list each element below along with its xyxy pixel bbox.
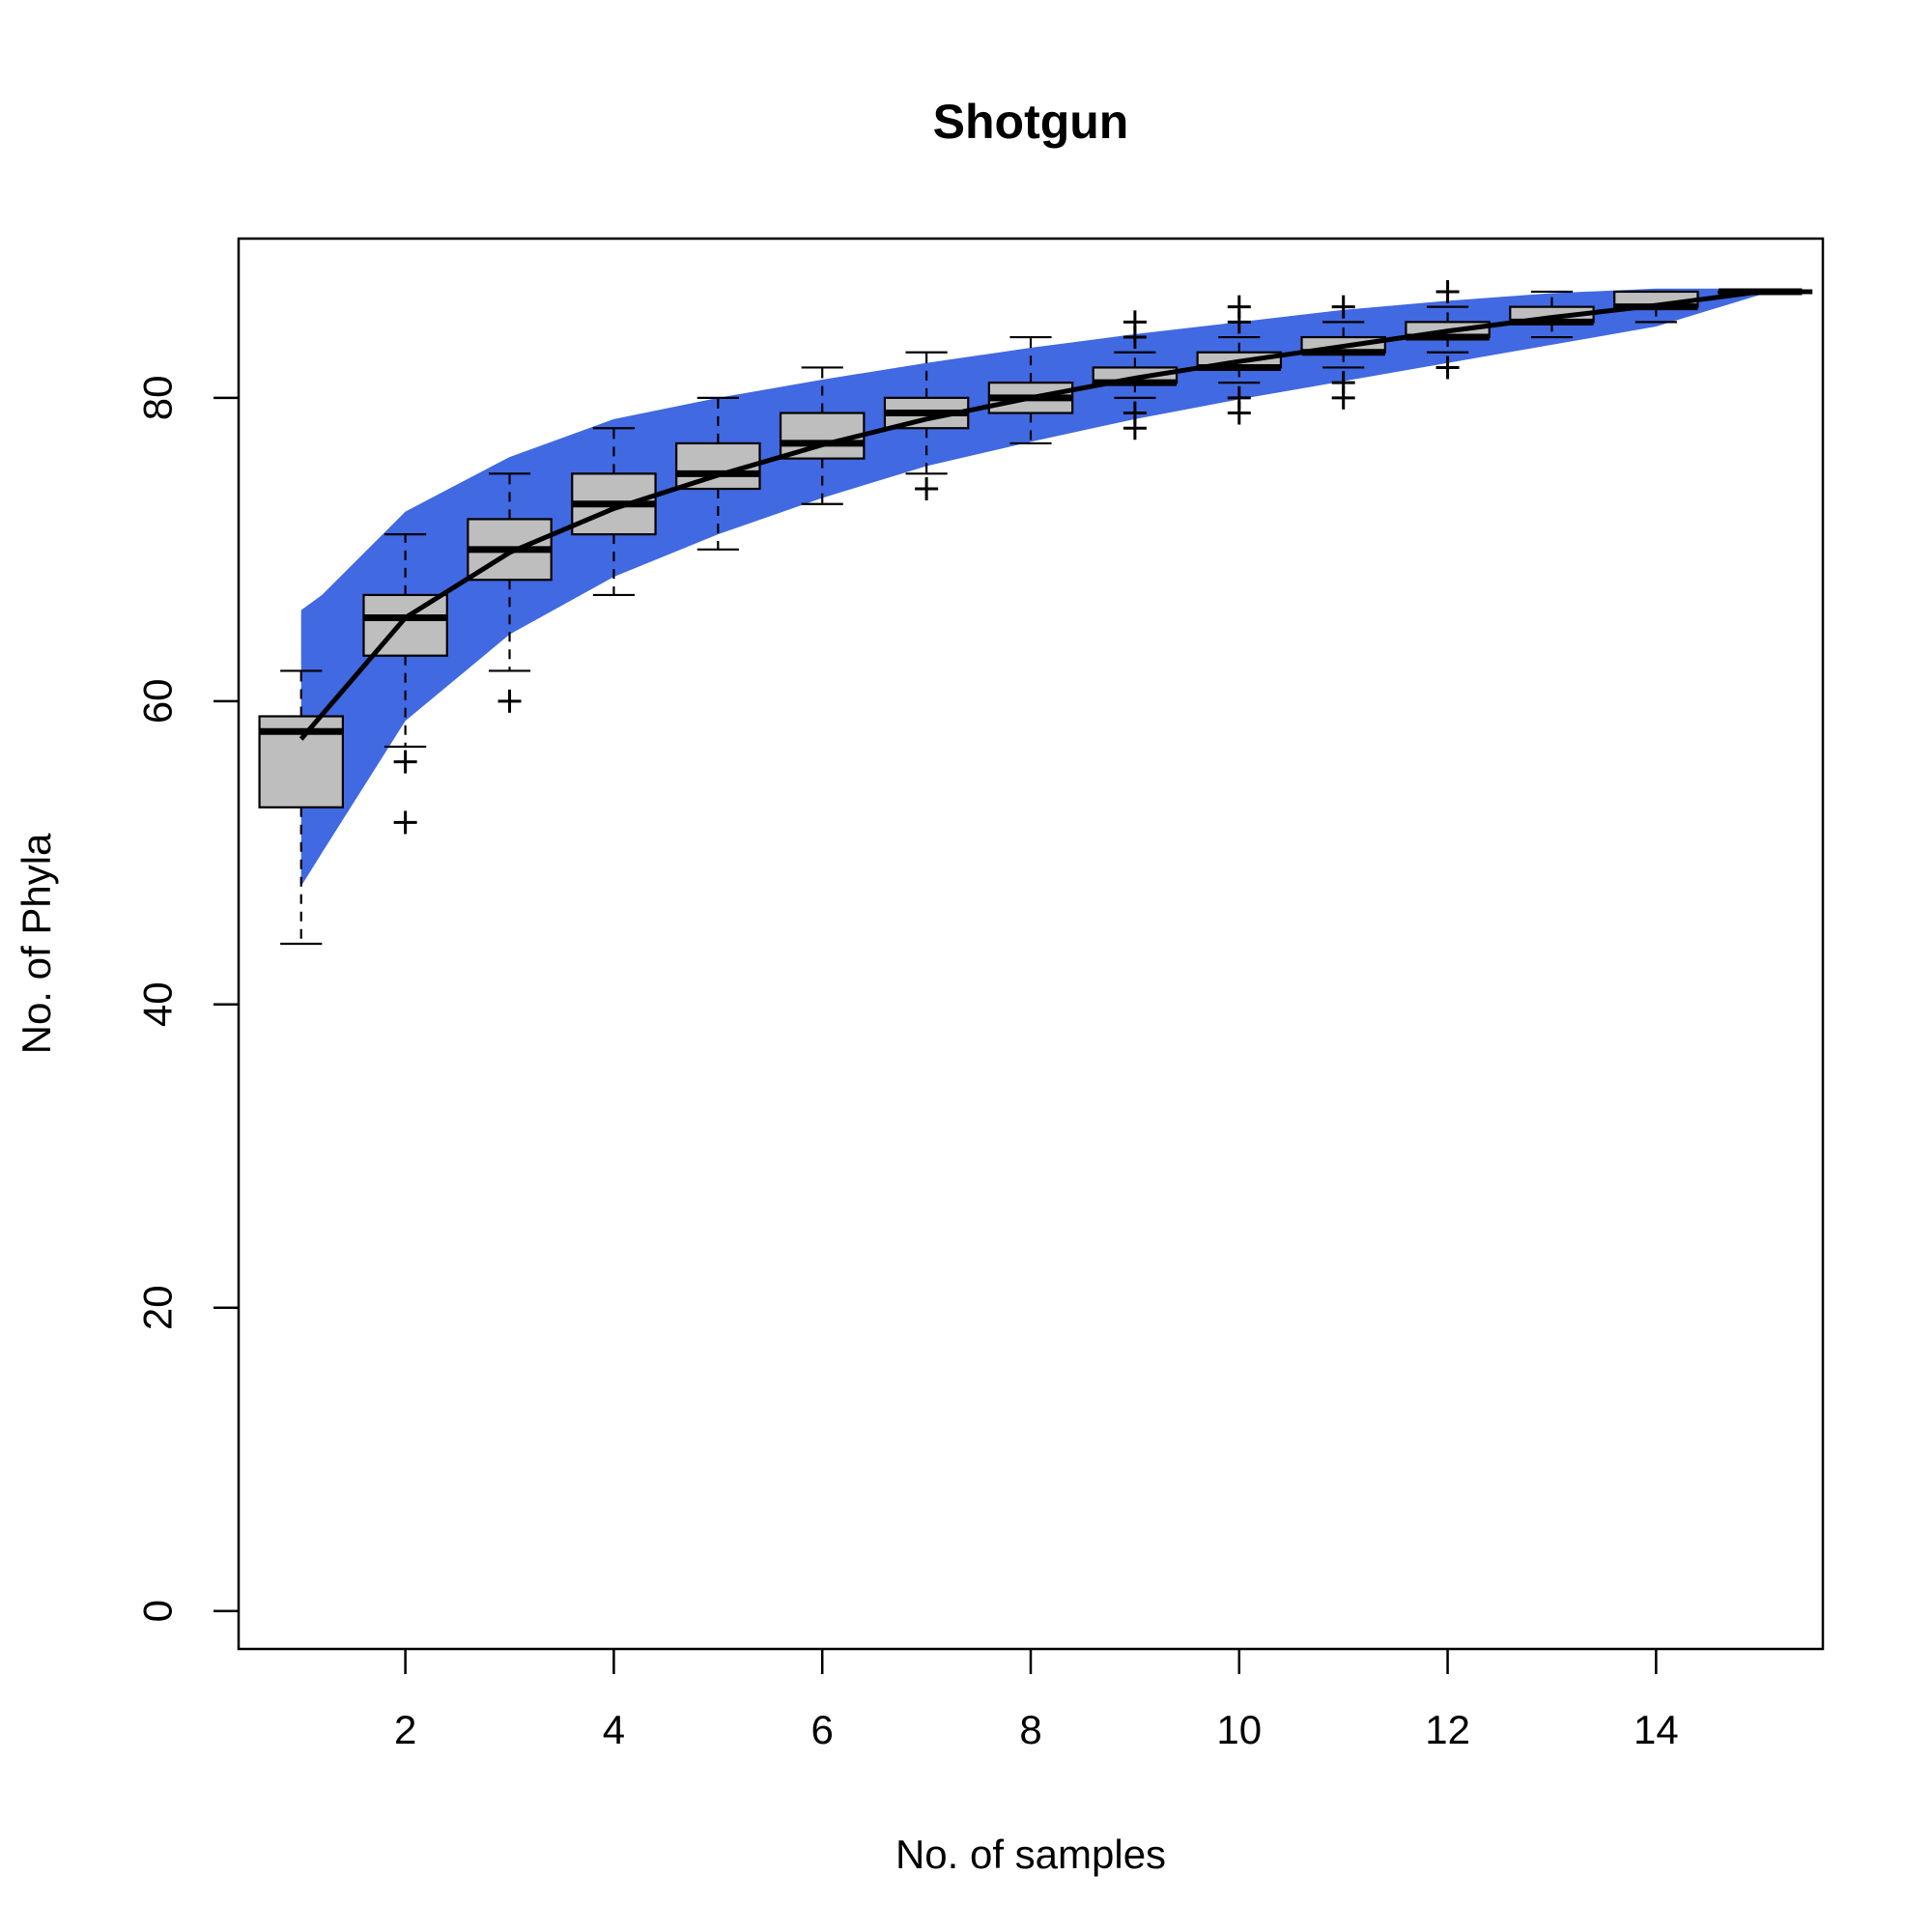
y-axis-label: No. of Phyla	[14, 833, 59, 1054]
outlier-point	[497, 689, 522, 713]
x-tick-label: 12	[1425, 1707, 1470, 1752]
x-axis: 2 4 6 8 10 12 14	[394, 1649, 1679, 1752]
x-tick-label: 6	[811, 1707, 834, 1752]
y-axis: 0 20 40 60 80	[135, 375, 239, 1622]
box-1	[258, 669, 344, 946]
outlier-point	[1331, 371, 1355, 395]
outlier-point	[1122, 401, 1147, 425]
y-tick-label: 60	[135, 678, 181, 724]
y-tick-label: 80	[135, 375, 181, 420]
x-axis-label: No. of samples	[895, 1832, 1166, 1877]
y-tick-label: 20	[135, 1285, 181, 1330]
plot-area	[258, 279, 1813, 946]
chart-title: Shotgun	[933, 95, 1129, 149]
x-tick-label: 8	[1019, 1707, 1041, 1752]
outlier-point	[393, 750, 417, 774]
outlier-point	[1122, 310, 1147, 334]
mean-line	[298, 289, 1813, 741]
y-tick-label: 0	[135, 1600, 181, 1622]
outlier-point	[1227, 295, 1251, 319]
box-4	[571, 427, 657, 597]
box-8	[987, 335, 1074, 445]
x-tick-label: 2	[394, 1707, 416, 1752]
box-iqr	[362, 593, 448, 657]
box-3	[467, 472, 553, 713]
outlier-point	[1435, 355, 1460, 380]
outlier-point	[915, 477, 939, 501]
outlier-point	[1331, 295, 1355, 319]
x-tick-label: 10	[1216, 1707, 1262, 1752]
outlier-point	[1435, 279, 1460, 303]
outlier-point	[1227, 385, 1251, 410]
x-tick-label: 14	[1634, 1707, 1679, 1752]
box-9	[1092, 310, 1179, 440]
x-tick-label: 4	[603, 1707, 625, 1752]
confidence-band	[300, 288, 1761, 887]
y-tick-label: 40	[135, 981, 181, 1027]
outlier-point	[393, 810, 417, 835]
plot-frame	[237, 237, 1825, 1651]
